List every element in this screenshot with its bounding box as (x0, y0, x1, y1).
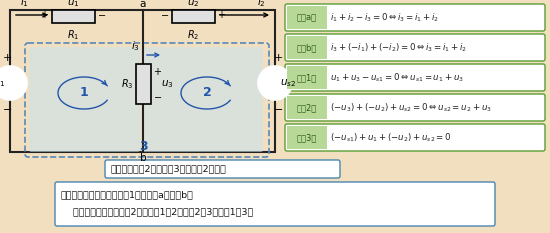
Text: $i_1+i_2-i_3=0\Leftrightarrow i_3=i_1+i_2$: $i_1+i_2-i_3=0\Leftrightarrow i_3=i_1+i_… (330, 11, 439, 24)
Bar (136, 64, 151, 104)
FancyBboxPatch shape (141, 47, 263, 152)
Text: +: + (153, 67, 161, 77)
Text: $u_{s2}$: $u_{s2}$ (280, 77, 296, 89)
Text: $i_3+(-i_1)+(-i_2)=0\Leftrightarrow i_3=i_1+i_2$: $i_3+(-i_1)+(-i_2)=0\Leftrightarrow i_3=… (330, 41, 467, 54)
Text: 1: 1 (80, 86, 89, 99)
Text: $u_2$: $u_2$ (188, 0, 200, 9)
Bar (287, 126, 327, 149)
Text: 回路1：: 回路1： (297, 73, 317, 82)
Text: 设：电路中有2个结点，3条支路，2个网孔: 设：电路中有2个结点，3条支路，2个网孔 (111, 164, 227, 174)
FancyBboxPatch shape (285, 4, 545, 31)
Text: 2: 2 (202, 86, 211, 99)
Text: $u_3$: $u_3$ (161, 78, 174, 90)
Bar (10, 10, 275, 152)
Text: $R_3$: $R_3$ (122, 77, 134, 91)
Text: $-$: $-$ (2, 103, 12, 113)
Text: 结点a：: 结点a： (297, 13, 317, 22)
Text: $(-u_3)+(-u_2)+u_{s2}=0\Leftrightarrow u_{s2}=u_2+u_3$: $(-u_3)+(-u_2)+u_{s2}=0\Leftrightarrow u… (330, 101, 492, 114)
Text: $-$: $-$ (273, 103, 283, 113)
Bar (52, 10, 95, 23)
Bar (287, 36, 327, 59)
FancyBboxPatch shape (29, 47, 140, 152)
Text: $R_1$: $R_1$ (67, 28, 80, 42)
FancyBboxPatch shape (285, 34, 545, 61)
Text: $-$: $-$ (160, 9, 169, 19)
Text: 回路2：: 回路2： (297, 103, 317, 112)
Text: $(-u_{s1})+u_1+(-u_2)+u_{s2}=0$: $(-u_{s1})+u_1+(-u_2)+u_{s2}=0$ (330, 131, 452, 144)
Text: $u_{s1}$: $u_{s1}$ (0, 77, 5, 89)
Bar (287, 66, 327, 89)
Text: 则：独立的结点电流方程有1个，结点a或结点b；: 则：独立的结点电流方程有1个，结点a或结点b； (61, 191, 194, 199)
Circle shape (258, 66, 292, 100)
Circle shape (0, 66, 27, 100)
Bar (287, 6, 327, 29)
FancyBboxPatch shape (105, 160, 340, 178)
Text: $-$: $-$ (97, 9, 106, 19)
Text: a: a (140, 0, 146, 9)
FancyBboxPatch shape (285, 94, 545, 121)
Text: $i_3$: $i_3$ (131, 39, 140, 53)
Text: $i_1$: $i_1$ (20, 0, 29, 9)
Text: +: + (2, 53, 12, 63)
Text: 独立的回路电压方程有2个，回路1、2或回路2、3或回路1、3；: 独立的回路电压方程有2个，回路1、2或回路2、3或回路1、3； (61, 208, 253, 216)
Text: $i_2$: $i_2$ (257, 0, 265, 9)
Text: $u_1$: $u_1$ (67, 0, 80, 9)
Text: $u_1+u_3-u_{s1}=0\Leftrightarrow u_{s1}=u_1+u_3$: $u_1+u_3-u_{s1}=0\Leftrightarrow u_{s1}=… (330, 71, 464, 84)
Text: +: + (273, 53, 283, 63)
Text: $-$: $-$ (153, 91, 162, 101)
FancyBboxPatch shape (285, 64, 545, 91)
Bar (172, 10, 215, 23)
Text: $+$: $+$ (40, 8, 49, 20)
FancyBboxPatch shape (285, 124, 545, 151)
Text: b: b (140, 153, 146, 163)
Text: 回路3：: 回路3： (297, 133, 317, 142)
Text: $R_2$: $R_2$ (188, 28, 200, 42)
Text: $+$: $+$ (217, 8, 226, 20)
FancyBboxPatch shape (55, 182, 495, 226)
Bar (287, 96, 327, 119)
Text: 结点b：: 结点b： (297, 43, 317, 52)
Text: 3: 3 (139, 140, 147, 153)
